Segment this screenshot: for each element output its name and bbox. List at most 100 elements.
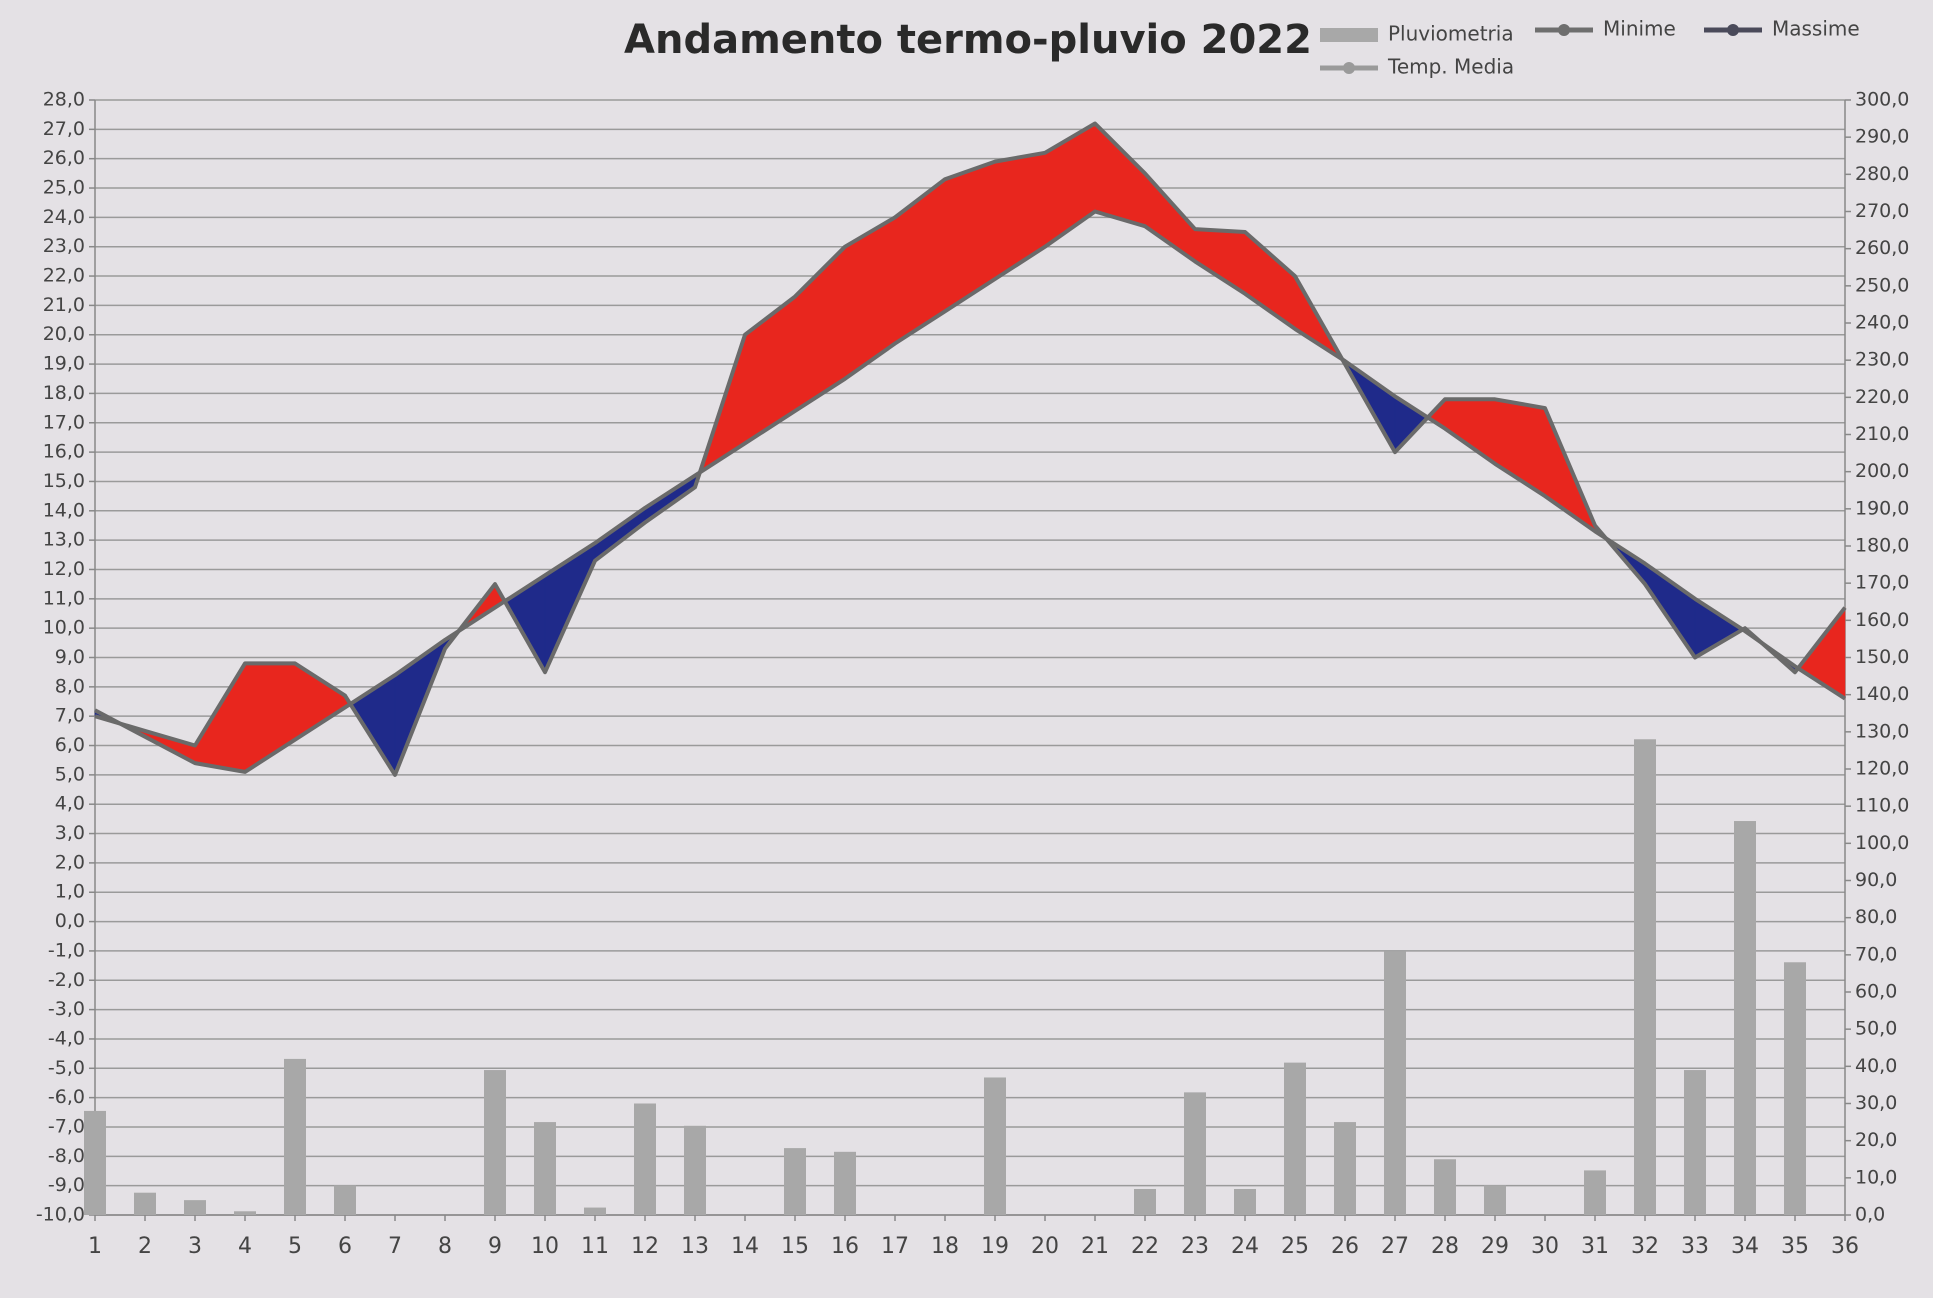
x-tick-label: 24 [1231,1234,1259,1259]
bar [484,1070,506,1215]
legend-item: Massime [1704,17,1860,41]
y2-tick-label: 220,0 [1855,386,1909,408]
y-tick-label: -9,0 [48,1174,85,1196]
line [94,121,1847,777]
legend-label: Minime [1603,17,1676,41]
y-tick-label: -5,0 [48,1057,85,1079]
bar [134,1192,156,1215]
y2-tick-label: 30,0 [1855,1092,1897,1114]
bar [1734,821,1756,1215]
y-tick-label: 0,0 [55,910,85,932]
x-tick-label: 21 [1081,1234,1109,1259]
y2-tick-label: 210,0 [1855,423,1909,445]
y2-tick-label: 270,0 [1855,200,1909,222]
bar [234,1211,256,1215]
y-tick-label: 3,0 [55,822,85,844]
y2-tick-label: 10,0 [1855,1166,1897,1188]
y2-tick-label: 20,0 [1855,1129,1897,1151]
y-tick-label: 19,0 [43,353,85,375]
y2-tick-label: 230,0 [1855,349,1909,371]
bar [1634,739,1656,1215]
x-tick-label: 15 [781,1234,809,1259]
y-tick-label: 7,0 [55,705,85,727]
y-tick-label: 14,0 [43,499,85,521]
x-tick-label: 32 [1631,1234,1659,1259]
y2-tick-label: 240,0 [1855,312,1909,334]
y-tick-label: 1,0 [55,881,85,903]
y-tick-label: 15,0 [43,470,85,492]
y2-tick-label: 90,0 [1855,869,1897,891]
y-tick-label: -3,0 [48,998,85,1020]
bar [634,1103,656,1215]
x-tick-label: 10 [531,1234,559,1259]
x-tick-label: 27 [1381,1234,1409,1259]
y-tick-label: 10,0 [43,617,85,639]
y-tick-label: 25,0 [43,177,85,199]
y2-tick-label: 180,0 [1855,535,1909,557]
y-tick-label: 24,0 [43,206,85,228]
legend-swatch [1320,28,1378,42]
bar [1334,1122,1356,1215]
y2-tick-label: 80,0 [1855,906,1897,928]
x-tick-label: 7 [388,1234,402,1259]
y-tick-label: 2,0 [55,851,85,873]
bar [1434,1159,1456,1215]
y-tick-label: 12,0 [43,558,85,580]
y2-tick-label: 120,0 [1855,758,1909,780]
x-tick-label: 30 [1531,1234,1559,1259]
x-tick-label: 11 [581,1234,609,1259]
y-tick-label: 13,0 [43,529,85,551]
y-tick-label: -4,0 [48,1027,85,1049]
x-tick-label: 8 [438,1234,452,1259]
x-tick-label: 1 [88,1234,102,1259]
bar [1484,1185,1506,1215]
y-tick-label: 22,0 [43,265,85,287]
bar [1384,951,1406,1215]
bar [1584,1170,1606,1215]
y2-tick-label: 150,0 [1855,646,1909,668]
legend-label: Temp. Media [1387,55,1514,79]
y-tick-label: -10,0 [36,1204,85,1226]
bar [1784,962,1806,1215]
y-tick-label: -8,0 [48,1145,85,1167]
y2-tick-label: 170,0 [1855,572,1909,594]
legend-item: Minime [1535,17,1676,41]
x-tick-label: 25 [1281,1234,1309,1259]
bar [284,1058,306,1215]
bar [584,1207,606,1215]
x-tick-label: 5 [288,1234,302,1259]
x-tick-label: 26 [1331,1234,1359,1259]
x-tick-label: 17 [881,1234,909,1259]
y2-tick-label: 60,0 [1855,981,1897,1003]
y-tick-label: -2,0 [48,969,85,991]
x-tick-label: 16 [831,1234,859,1259]
bar [834,1151,856,1215]
x-tick-label: 18 [931,1234,959,1259]
x-tick-label: 28 [1431,1234,1459,1259]
y2-tick-label: 40,0 [1855,1055,1897,1077]
y-tick-label: 11,0 [43,587,85,609]
bar [1234,1188,1256,1215]
x-tick-label: 14 [731,1234,759,1259]
x-tick-label: 36 [1831,1234,1859,1259]
y-tick-label: 4,0 [55,793,85,815]
y2-tick-label: 300,0 [1855,89,1909,111]
x-tick-label: 34 [1731,1234,1759,1259]
bar [684,1125,706,1215]
y-tick-label: 28,0 [43,89,85,111]
y2-tick-label: 110,0 [1855,795,1909,817]
y-tick-label: 16,0 [43,441,85,463]
y-tick-label: 5,0 [55,763,85,785]
x-tick-label: 6 [338,1234,352,1259]
y-tick-label: 9,0 [55,646,85,668]
x-tick-label: 22 [1131,1234,1159,1259]
bar [984,1077,1006,1215]
bar [1134,1188,1156,1215]
y-tick-label: -1,0 [48,939,85,961]
y-tick-label: 23,0 [43,235,85,257]
line [94,209,1847,774]
x-tick-label: 20 [1031,1234,1059,1259]
legend-marker [1727,24,1739,36]
y-tick-label: 8,0 [55,675,85,697]
